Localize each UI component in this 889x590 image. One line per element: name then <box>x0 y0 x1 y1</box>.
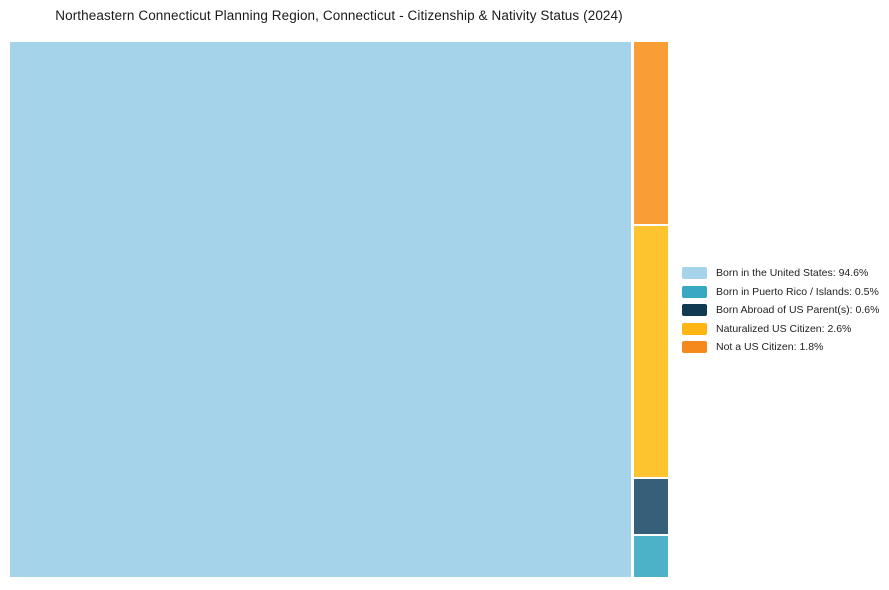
legend-item-not-a-citizen[interactable]: Not a US Citizen: 1.8% <box>682 341 879 353</box>
treemap-block-born-in-puerto-rico-islands[interactable] <box>634 536 668 577</box>
legend-swatch-not-a-citizen <box>682 341 707 353</box>
treemap-block-born-in-us[interactable] <box>10 42 631 577</box>
legend-swatch-born-abroad <box>682 304 707 316</box>
chart-title: Northeastern Connecticut Planning Region… <box>55 8 623 23</box>
treemap-block-naturalized-us-citizen[interactable] <box>634 226 668 477</box>
legend-label: Born in the United States: 94.6% <box>716 267 869 279</box>
legend-item-born-in-puerto-rico[interactable]: Born in Puerto Rico / Islands: 0.5% <box>682 285 879 298</box>
legend-swatch-born-in-us <box>682 267 707 279</box>
treemap-block-not-a-us-citizen[interactable] <box>634 42 668 224</box>
legend-item-born-abroad[interactable]: Born Abroad of US Parent(s): 0.6% <box>682 304 879 316</box>
legend-item-born-in-us[interactable]: Born in the United States: 94.6% <box>682 267 879 279</box>
treemap-minor-column <box>634 42 668 577</box>
legend-label: Naturalized US Citizen: 2.6% <box>716 322 852 335</box>
legend-swatch-naturalized <box>682 322 707 335</box>
legend-label: Not a US Citizen: 1.8% <box>716 341 824 353</box>
legend-label: Born in Puerto Rico / Islands: 0.5% <box>716 285 879 298</box>
treemap-block-born-abroad-of-us-parents[interactable] <box>634 479 668 534</box>
legend-label: Born Abroad of US Parent(s): 0.6% <box>716 304 880 316</box>
treemap-plot-area <box>10 42 668 577</box>
legend-item-naturalized[interactable]: Naturalized US Citizen: 2.6% <box>682 322 879 335</box>
legend: Born in the United States: 94.6% Born in… <box>682 267 879 360</box>
legend-swatch-born-in-puerto-rico <box>682 285 707 298</box>
